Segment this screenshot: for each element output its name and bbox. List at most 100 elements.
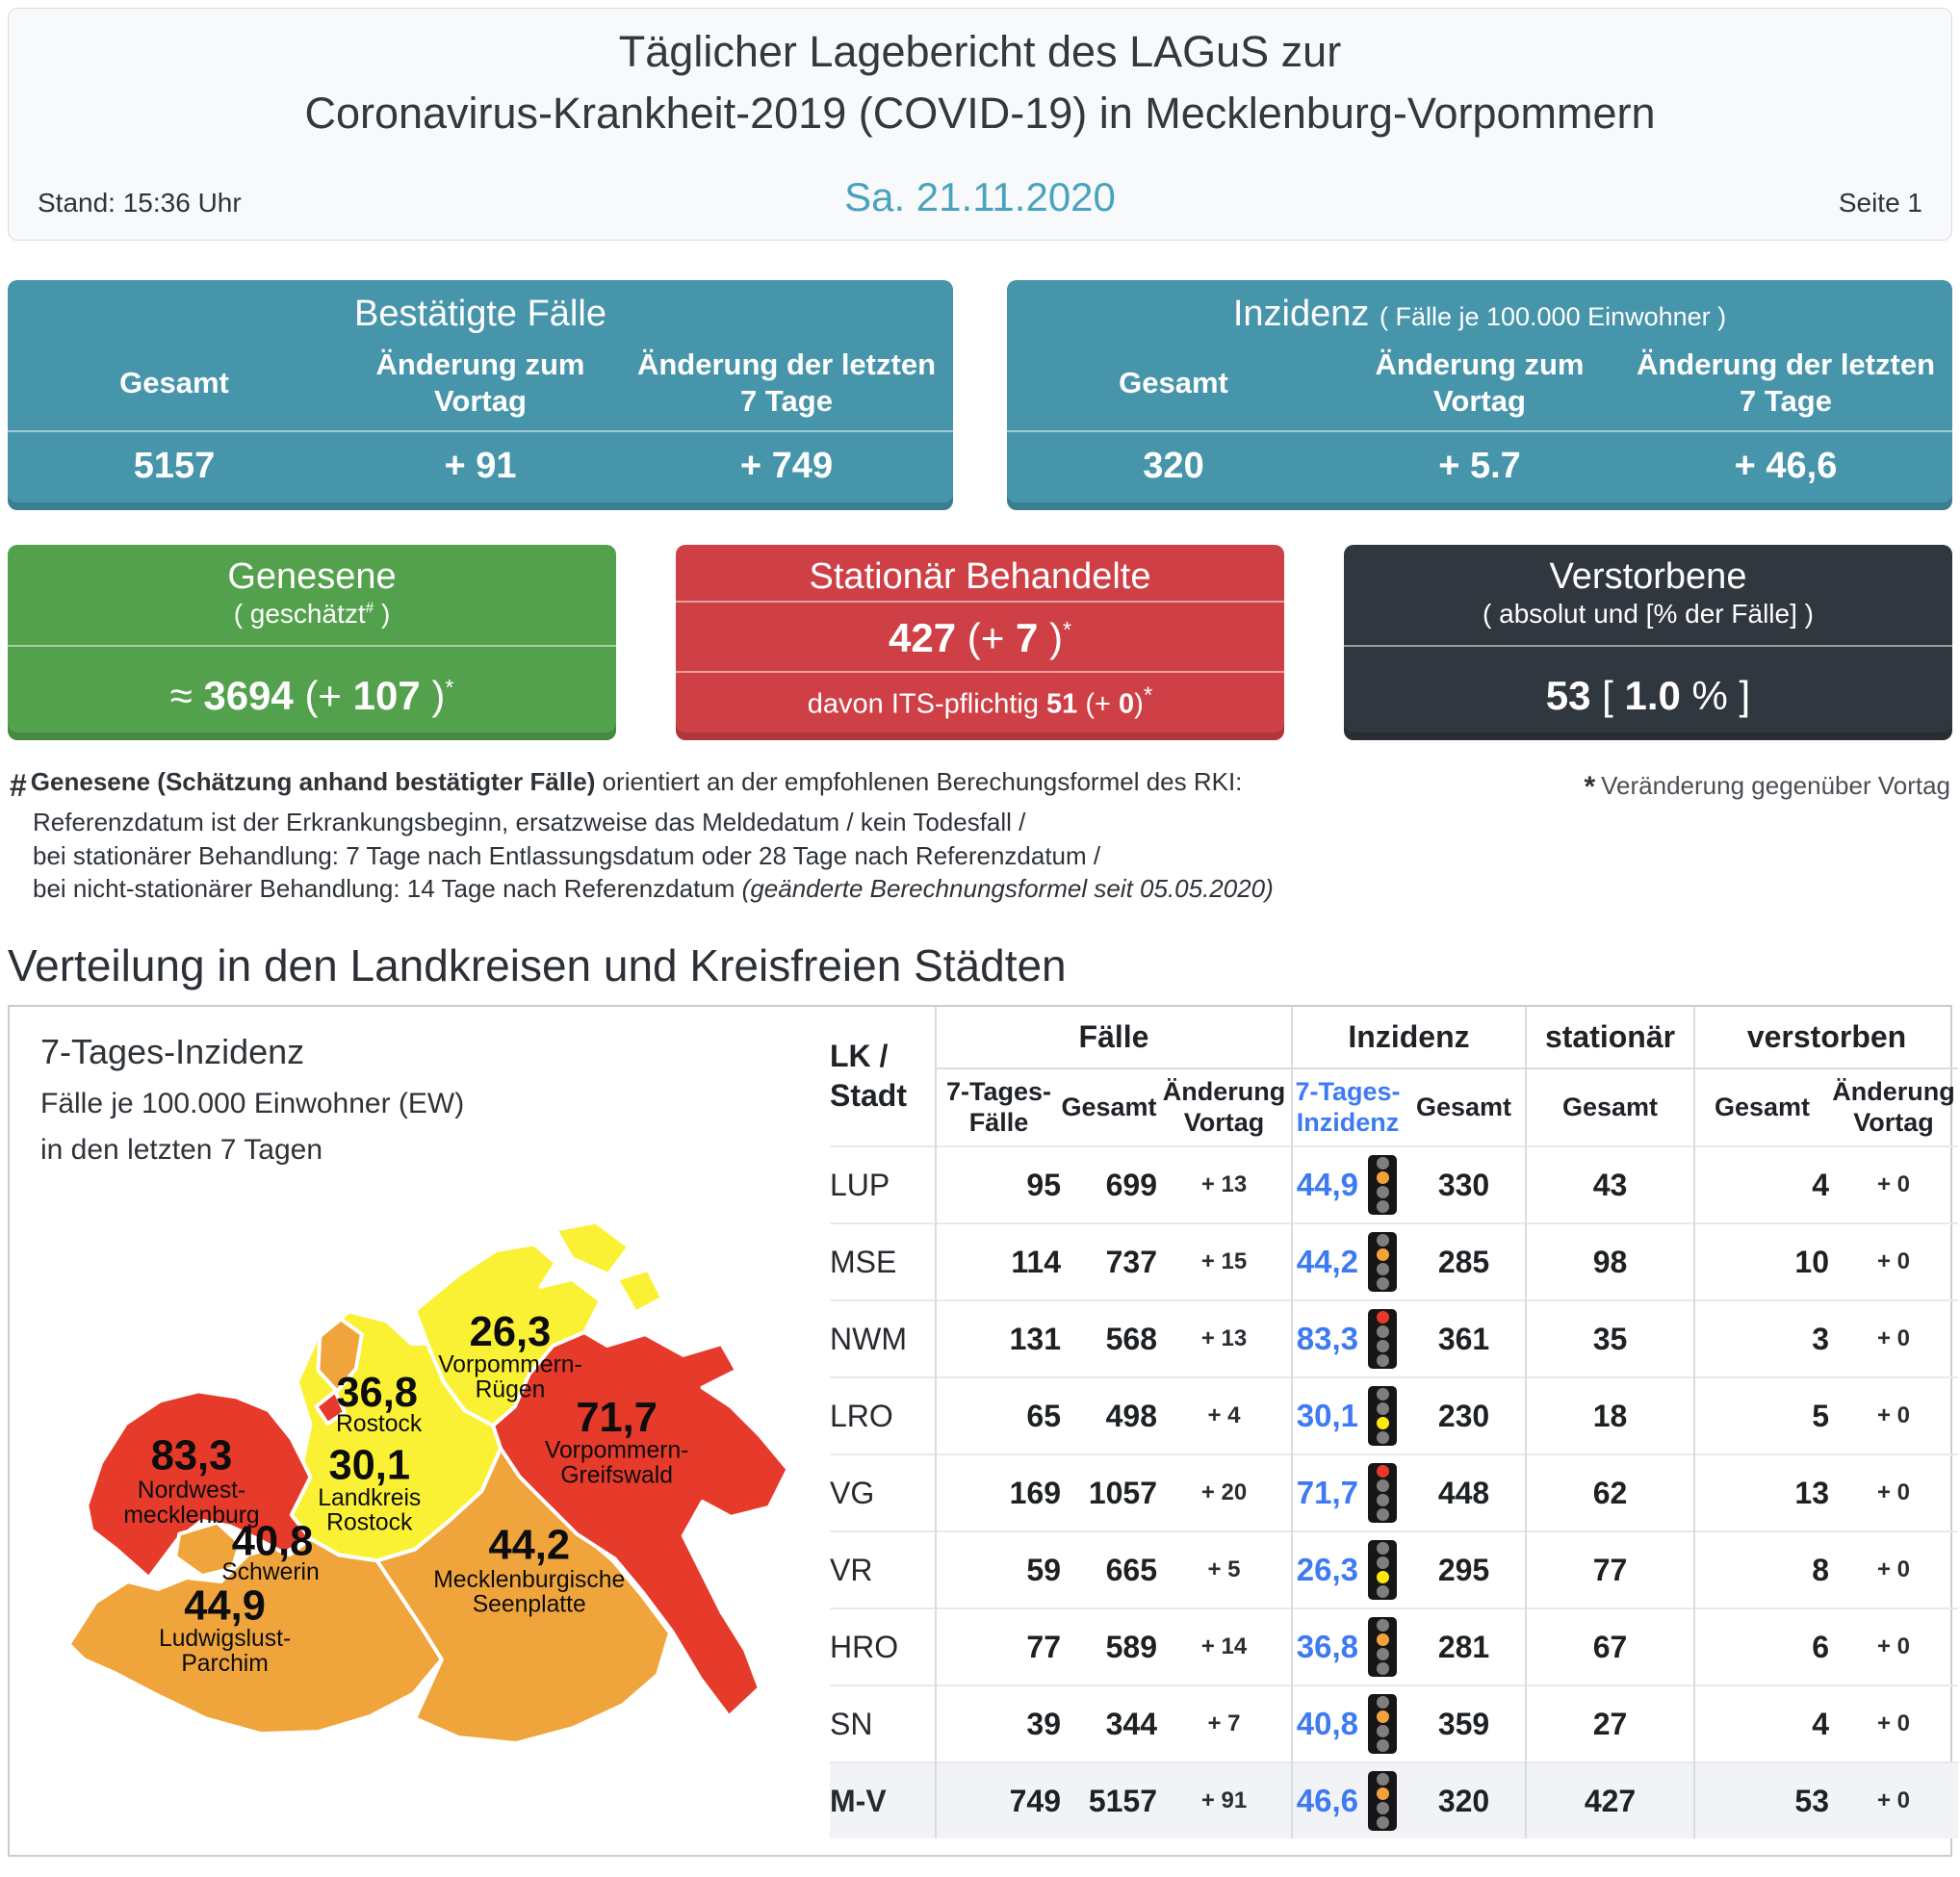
table-row-lro: LRO 65 498 + 4 30,1 230 18 5 + 0: [830, 1376, 1959, 1455]
svg-text:40,8: 40,8: [232, 1519, 314, 1565]
deceased-title: Verstorbene: [1549, 556, 1747, 597]
traffic-light-icon: [1368, 1309, 1398, 1370]
svg-text:44,2: 44,2: [488, 1522, 570, 1568]
subheader-7-tages-inzidenz: 7-Tages- Inzidenz: [1291, 1067, 1404, 1147]
map-label-landkreis-rostock: 30,1 Landkreis Rostock: [318, 1443, 421, 1536]
region-vorpommern-ruegen-island-2: [614, 1268, 665, 1315]
svg-text:Vorpommern-: Vorpommern-: [438, 1352, 582, 1378]
traffic-light-lamp-yellow: [1376, 1186, 1389, 1199]
cell-7day-cases: 749: [935, 1761, 1061, 1839]
cell-total-cases: 737: [1061, 1222, 1157, 1301]
traffic-light-lamp-yellow: [1376, 1494, 1389, 1507]
cell-7day-incidence: 46,6: [1291, 1761, 1404, 1839]
traffic-light-lamp-red: [1376, 1157, 1389, 1170]
region-schwerin: [173, 1520, 243, 1579]
cell-deceased-change: + 0: [1829, 1684, 1959, 1763]
subheader-gesamt-faelle: Gesamt: [1061, 1067, 1157, 1147]
traffic-light-lamp-green: [1376, 1200, 1389, 1214]
traffic-light-lamp-green: [1376, 1585, 1389, 1599]
report-title-line2: Coronavirus-Krankheit-2019 (COVID-19) in…: [304, 89, 1656, 138]
divider: [1007, 430, 1952, 432]
traffic-light-lamp-red: [1376, 1234, 1389, 1247]
cell-total-incidence: 448: [1403, 1453, 1527, 1532]
svg-text:36,8: 36,8: [336, 1370, 418, 1416]
cell-total-cases: 665: [1061, 1530, 1157, 1609]
col-change-7days-label: Änderung der letzten 7 Tage: [1636, 347, 1935, 418]
page-number: Seite 1: [1838, 188, 1922, 218]
region-rostock-stadt: [316, 1317, 364, 1394]
traffic-light-lamp-orange: [1376, 1787, 1389, 1801]
divider: [676, 670, 1284, 673]
incidence-values: 320 + 5.7 + 46,6: [1007, 432, 1952, 510]
traffic-light-icon: [1368, 1232, 1398, 1293]
recovered-value: ≈ 3694 (+ 107 )*: [169, 673, 454, 718]
incidence-value: 30,1: [1296, 1398, 1359, 1434]
traffic-light-lamp-orange: [1376, 1171, 1389, 1185]
table-row-vg: VG 169 1057 + 20 71,7 448 62 13 + 0: [830, 1453, 1959, 1532]
stat-row-1: Bestätigte Fälle Gesamt Änderung zum Vor…: [8, 280, 1952, 510]
district-table-body: LUP 95 699 + 13 44,9 330 43 4 + 0 MSE 114 737 + 15 44…: [830, 1145, 1959, 1839]
svg-text:mecklenburg: mecklenburg: [123, 1503, 259, 1529]
traffic-light-lamp-orange: [1376, 1633, 1389, 1647]
traffic-light-lamp-orange: [1376, 1248, 1389, 1262]
cell-total-incidence: 320: [1403, 1761, 1527, 1839]
traffic-light-icon: [1368, 1540, 1398, 1601]
traffic-light-lamp-red: [1376, 1465, 1389, 1478]
traffic-light-lamp-orange: [1376, 1710, 1389, 1724]
cell-7day-incidence: 26,3: [1291, 1530, 1404, 1609]
hospitalized-header: Stationär Behandelte: [676, 545, 1284, 599]
subheader-7-tages-faelle: 7-Tages- Fälle: [935, 1067, 1061, 1147]
incidence-change-prevday-value: + 5.7: [1438, 446, 1521, 486]
cell-district-code: HRO: [830, 1607, 936, 1686]
cell-hospitalized: 427: [1525, 1761, 1695, 1839]
cell-7day-cases: 39: [935, 1684, 1061, 1763]
cell-deceased-change: + 0: [1829, 1761, 1959, 1839]
footnotes: # Genesene (Schätzung anhand bestätigter …: [10, 765, 1950, 905]
traffic-light-lamp-green: [1376, 1816, 1389, 1830]
divider: [1344, 645, 1952, 648]
traffic-light-lamp-yellow: [1376, 1571, 1389, 1584]
traffic-light-icon: [1368, 1617, 1398, 1678]
cell-cases-change: + 13: [1157, 1299, 1293, 1378]
header-group-verstorben: verstorben: [1693, 1007, 1959, 1069]
region-vorpommern-ruegen-island: [554, 1220, 632, 1277]
cell-total-incidence: 361: [1403, 1299, 1527, 1378]
subheader-aenderung-vortag-verstorben: Änderung Vortag: [1829, 1067, 1959, 1147]
hospitalized-value: 427 (+ 7 )*: [889, 614, 1071, 660]
cell-deceased: 8: [1693, 1530, 1830, 1609]
incidence-title-note: ( Fälle je 100.000 Einwohner ): [1379, 302, 1727, 331]
cell-cases-change: + 7: [1157, 1684, 1293, 1763]
traffic-light-lamp-red: [1376, 1773, 1389, 1787]
deceased-subtitle: ( absolut und [% der Fälle] ): [1483, 598, 1814, 629]
cell-district-code: LRO: [830, 1376, 936, 1455]
confirmed-cases-box: Bestätigte Fälle Gesamt Änderung zum Vor…: [8, 280, 953, 510]
cell-7day-incidence: 40,8: [1291, 1684, 1404, 1763]
svg-text:Rostock: Rostock: [326, 1510, 413, 1536]
traffic-light-lamp-yellow: [1376, 1417, 1389, 1430]
traffic-light-icon: [1368, 1771, 1398, 1832]
map-subtitle-1: Fälle je 100.000 Einwohner (EW): [40, 1088, 465, 1120]
traffic-light-lamp-green: [1376, 1662, 1389, 1676]
incidence-value: 71,7: [1296, 1475, 1359, 1511]
traffic-light-lamp-orange: [1376, 1402, 1389, 1416]
cell-hospitalized: 27: [1525, 1684, 1695, 1763]
cell-total-incidence: 330: [1403, 1145, 1527, 1224]
table-row-nwm: NWM 131 568 + 13 83,3 361 35 3 + 0: [830, 1299, 1959, 1378]
traffic-light-lamp-green: [1376, 1354, 1389, 1368]
confirmed-cases-values: 5157 + 91 + 749: [8, 432, 953, 510]
footnote-change-note: * Veränderung gegenüber Vortag: [1584, 771, 1950, 803]
district-table: LK / Stadt Fälle Inzidenz stationär vers…: [830, 1007, 1959, 1839]
svg-text:71,7: 71,7: [576, 1395, 658, 1441]
cell-7day-incidence: 71,7: [1291, 1453, 1404, 1532]
recovered-subtitle: ( geschätzt# ): [233, 598, 391, 629]
traffic-light-lamp-green: [1376, 1739, 1389, 1753]
cell-total-cases: 1057: [1061, 1453, 1157, 1532]
cell-deceased-change: + 0: [1829, 1530, 1959, 1609]
traffic-light-icon: [1368, 1463, 1398, 1524]
svg-text:83,3: 83,3: [151, 1433, 233, 1479]
cell-total-incidence: 230: [1403, 1376, 1527, 1455]
traffic-light-lamp-green: [1376, 1277, 1389, 1291]
cell-7day-incidence: 44,9: [1291, 1145, 1404, 1224]
cell-hospitalized: 98: [1525, 1222, 1695, 1301]
cell-deceased-change: + 0: [1829, 1145, 1959, 1224]
